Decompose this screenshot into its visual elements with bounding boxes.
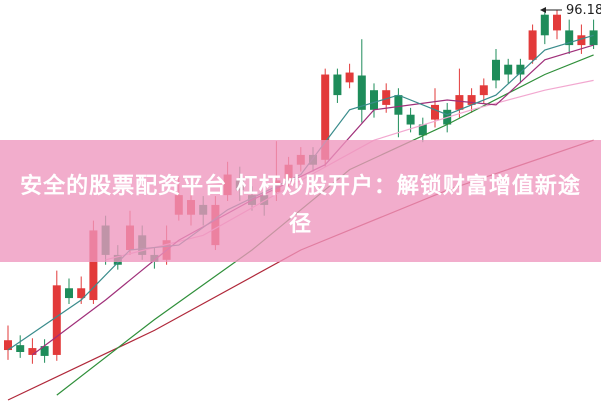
- candle-body: [406, 114, 415, 125]
- candle-body: [28, 348, 37, 355]
- candle-body: [431, 104, 439, 120]
- candle-body: [370, 90, 378, 110]
- candle-body: [467, 95, 476, 105]
- candle-body: [16, 345, 25, 352]
- candle-body: [577, 35, 586, 46]
- candle-body: [40, 346, 49, 356]
- candle-body: [77, 288, 86, 299]
- candle-body: [589, 30, 598, 46]
- moving-average-line: [32, 44, 594, 356]
- candle-body: [89, 230, 98, 301]
- candle-body: [455, 95, 464, 110]
- high-arrow-head: [540, 7, 546, 13]
- candle-body: [345, 72, 354, 83]
- candle-body: [516, 64, 525, 75]
- candle-body: [528, 30, 537, 60]
- candle-body: [492, 59, 500, 81]
- candle-body: [52, 285, 61, 355]
- candle-body: [553, 14, 561, 31]
- candle-body: [65, 288, 73, 299]
- candle-body: [540, 14, 549, 36]
- candle-body: [357, 75, 366, 110]
- candle-body: [321, 74, 330, 160]
- candle-body: [4, 340, 12, 351]
- banner-title: 安全的股票配资平台 杠杆炒股开户：解锁财富增值新途径: [20, 174, 581, 237]
- candle-body: [418, 124, 427, 136]
- candle-body: [504, 64, 513, 75]
- high-label: 96.18: [566, 3, 601, 18]
- candle-body: [479, 85, 488, 96]
- candle-body: [565, 30, 574, 46]
- candle-body: [333, 74, 342, 96]
- candle-body: [394, 95, 403, 115]
- banner: 安全的股票配资平台 杠杆炒股开户：解锁财富增值新途径: [0, 140, 601, 262]
- candle-body: [382, 90, 391, 105]
